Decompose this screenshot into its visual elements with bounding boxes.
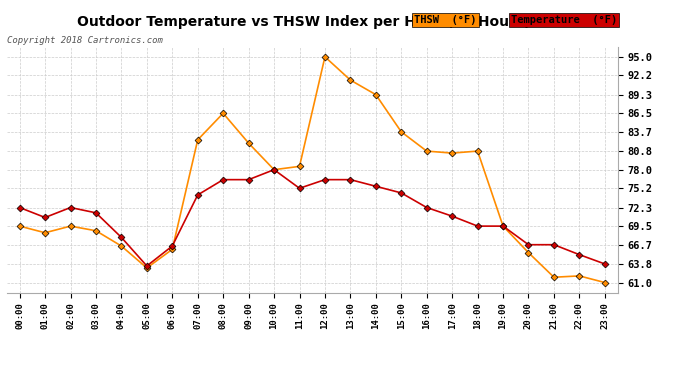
Text: Temperature  (°F): Temperature (°F) [511, 15, 617, 25]
Text: Outdoor Temperature vs THSW Index per Hour (24 Hours) 20180717: Outdoor Temperature vs THSW Index per Ho… [77, 15, 613, 29]
Text: THSW  (°F): THSW (°F) [414, 15, 477, 25]
Text: Copyright 2018 Cartronics.com: Copyright 2018 Cartronics.com [7, 36, 163, 45]
